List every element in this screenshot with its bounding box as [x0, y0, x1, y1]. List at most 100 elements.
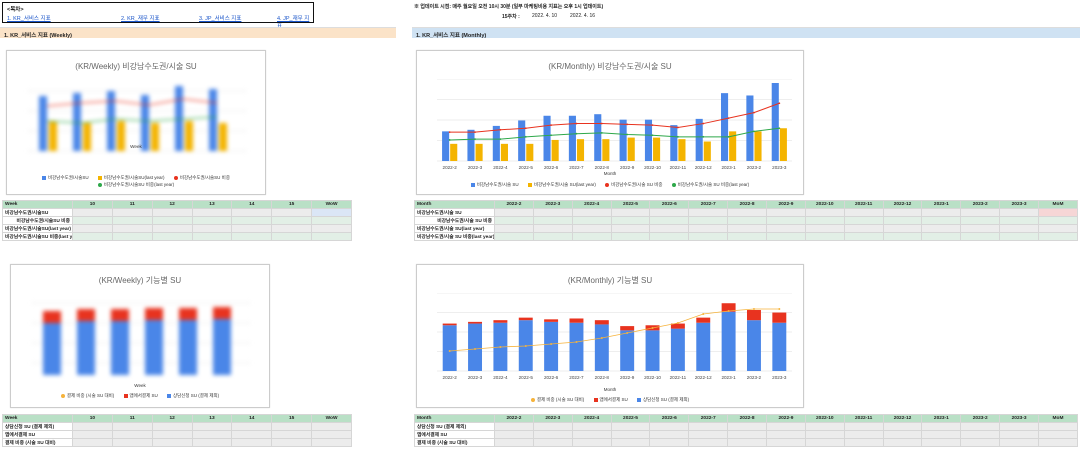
toc-link-kr-service[interactable]: 1. KR_서비스 지표 [7, 16, 51, 22]
x-tick-label: 2022-12 [695, 375, 712, 380]
table-row: 비강남수도권/시술SU 비중(last year) [2, 232, 352, 241]
bar-consult-su [594, 324, 609, 371]
line-point [727, 135, 730, 138]
bar-su-last-year [450, 143, 458, 161]
x-tick-label: 2023-1 [721, 165, 736, 170]
x-axis-label: Month [603, 171, 617, 176]
table-row: 비강남수도권/시술 SU [414, 208, 1078, 217]
line-point [702, 122, 705, 125]
line-point [524, 127, 527, 130]
bar-su-last-year [500, 143, 508, 161]
bar-payment-su [670, 323, 685, 329]
bar-payment-su [620, 326, 635, 331]
toc-link-jp-service[interactable]: 3. JP_서비스 지표 [199, 16, 242, 22]
update-note: ※ 업데이트 시점: 매주 월요일 오전 10시 30분 (일부 마케팅비용 지… [414, 4, 604, 10]
line-point [575, 132, 578, 135]
payment-ratio-point [448, 350, 451, 352]
payment-ratio-point [550, 343, 553, 345]
bar-su [746, 95, 754, 161]
line-point [474, 138, 476, 141]
chart-title: (KR/Monthly) 비강남수도권/시술 SU [548, 62, 672, 71]
payment-ratio-point [778, 308, 781, 310]
toc-link-kr-finance[interactable]: 2. KR_재무 지표 [121, 16, 160, 22]
payment-ratio-point [727, 310, 730, 312]
bar-su-last-year [627, 137, 635, 161]
x-tick-label: 2022-8 [595, 375, 610, 380]
bar-su [695, 118, 703, 161]
bar-su-last-year [729, 131, 737, 161]
toc-title: <목차> [7, 7, 24, 13]
bar-payment-su [493, 320, 508, 323]
monthly-su-chart: (KR/Monthly) 비강남수도권/시술 SU 2022-2 2022-3 20… [416, 50, 804, 195]
x-tick-label: 2022-7 [569, 165, 584, 170]
payment-ratio-point [626, 332, 629, 334]
bar-payment-su [772, 312, 787, 323]
x-tick-label: 2023-1 [721, 375, 736, 380]
table-row: 결제 비중 (시술 SU 대비) [414, 438, 1078, 447]
line-point [727, 117, 730, 119]
payment-ratio-point [651, 327, 654, 329]
x-tick-label: 2022-12 [695, 165, 712, 170]
bar-su [518, 120, 526, 161]
bar-payment-su [468, 321, 483, 324]
bar-payment-su [746, 310, 761, 321]
x-tick-label: 2022-9 [620, 375, 635, 380]
weekly-func-table: Week 10 11 12 13 14 15 WoW 상담신청 SU (결제 제외) 앱에서결… [2, 414, 352, 447]
line-point [626, 133, 629, 136]
line-point [524, 135, 527, 138]
section-monthly: 1. KR_서비스 지표 (Monthly) [412, 27, 1080, 39]
table-header: Week 10 11 12 13 14 15 WoW [2, 414, 352, 423]
bar-consult-su [620, 330, 635, 371]
bar-payment-su [442, 323, 457, 326]
bar-consult-su [442, 325, 457, 371]
line-point [753, 111, 755, 114]
payment-ratio-point [752, 308, 755, 310]
x-tick-label: 2022-6 [544, 165, 559, 170]
x-tick-label: 2022-8 [595, 165, 610, 170]
bar-su-last-year [653, 137, 661, 161]
x-tick-label: 2022-9 [620, 165, 635, 170]
table-row: 비강남수도권/시술SU [2, 208, 352, 217]
payment-ratio-point [499, 346, 502, 348]
x-tick-label: 2022-5 [519, 375, 534, 380]
payment-ratio-line [449, 308, 780, 352]
series-line [449, 102, 780, 133]
monthly-func-plot: 2022-2 2022-3 2022-4 2022-5 2022-6 2022-7 2022… [437, 293, 792, 380]
line-point [676, 126, 679, 129]
payment-ratio-point [676, 322, 679, 324]
bar-su [543, 115, 551, 161]
bar-consult-su [746, 320, 761, 371]
bar-su-last-year [703, 141, 711, 161]
table-header: Month 2022-2 2022-3 2022-4 2022-5 2022-6 2022-… [414, 414, 1078, 423]
bar-consult-su [670, 328, 685, 371]
line-point [550, 124, 553, 127]
monthly-su-table: Month 2022-2 2022-3 2022-4 2022-5 2022-6 2022-… [414, 200, 1078, 241]
bar-payment-su [544, 319, 559, 322]
chart-title: (KR/Monthly) 기능별 SU [567, 276, 653, 285]
line-point [651, 124, 654, 127]
bar-consult-su [696, 322, 711, 371]
line-point [676, 135, 679, 138]
bar-su-last-year [526, 143, 534, 161]
payment-ratio-point [702, 313, 705, 315]
x-tick-label: 2022-4 [493, 375, 508, 380]
weekly-su-table: Week 10 11 12 13 14 15 WoW 비강남수도권/시술SU 비강남수도권/시… [2, 200, 352, 241]
bar-su-last-year [576, 139, 585, 161]
table-header: Month 2022-2 2022-3 2022-4 2022-5 2022-6 2022-… [414, 200, 1078, 209]
chart-title: (KR/Weekly) 비강남수도권/시술 SU [75, 62, 197, 71]
table-header: Week 10 11 12 13 14 15 WoW [2, 200, 352, 209]
line-point [753, 130, 755, 133]
date-from: 2022. 4. 10 [532, 13, 558, 19]
line-point [600, 122, 603, 125]
chart-legend: 결제 비중 (시술 SU 대비) 앱에서결제 SU 상담신청 SU (결제 제외… [11, 393, 269, 399]
bar-su-last-year [602, 139, 610, 161]
payment-ratio-point [600, 337, 603, 339]
x-tick-label: 2022-11 [670, 165, 687, 170]
section-weekly: 1. KR_서비스 지표 (Weekly) [0, 27, 396, 39]
line-point [550, 134, 553, 137]
bar-consult-su [721, 311, 736, 371]
chart-legend: 비강남수도권/시술SU 비강남수도권/시술SU(last year) 비강남수도… [7, 175, 265, 181]
x-tick-label: 2023-3 [772, 375, 787, 380]
x-tick-label: 2022-7 [569, 375, 584, 380]
bar-su [721, 93, 729, 161]
